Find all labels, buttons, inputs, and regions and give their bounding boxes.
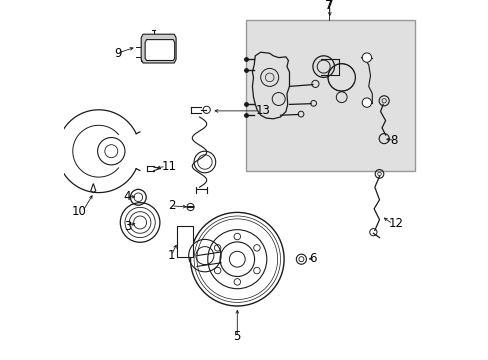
Text: 6: 6 <box>309 252 316 265</box>
Text: 7: 7 <box>325 0 333 12</box>
Text: 12: 12 <box>387 217 403 230</box>
Text: 8: 8 <box>389 134 397 147</box>
Text: 7: 7 <box>325 0 332 12</box>
Text: 13: 13 <box>255 104 270 117</box>
FancyBboxPatch shape <box>245 20 414 171</box>
Text: 11: 11 <box>162 160 176 173</box>
Circle shape <box>362 53 371 62</box>
Text: 1: 1 <box>167 249 175 262</box>
Circle shape <box>362 98 371 107</box>
Polygon shape <box>141 34 176 63</box>
Text: 4: 4 <box>123 190 131 203</box>
Text: 10: 10 <box>72 205 87 218</box>
Text: 3: 3 <box>123 220 131 233</box>
Polygon shape <box>145 40 174 60</box>
Text: 9: 9 <box>114 47 121 60</box>
Text: 5: 5 <box>233 330 241 343</box>
Text: 2: 2 <box>167 199 175 212</box>
Bar <box>177 226 193 257</box>
